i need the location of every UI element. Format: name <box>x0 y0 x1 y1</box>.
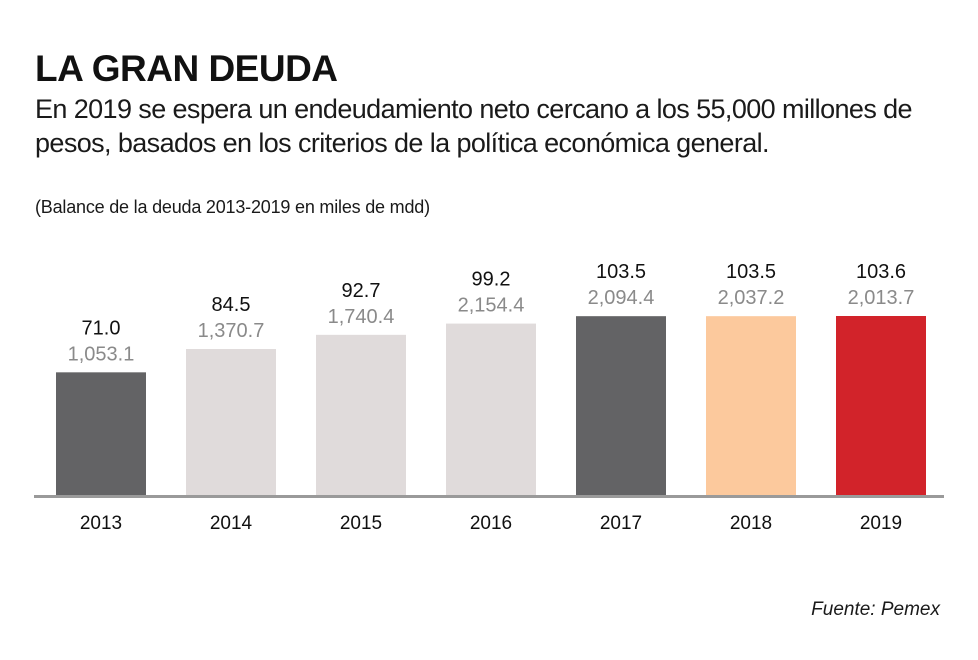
bars-group <box>56 316 926 495</box>
bar-2016 <box>446 323 536 495</box>
secondary-value-label-2017: 2,094.4 <box>588 287 655 309</box>
secondary-value-label-2015: 1,740.4 <box>328 306 395 328</box>
secondary-value-label-2016: 2,154.4 <box>458 295 525 317</box>
bar-2017 <box>576 316 666 495</box>
x-tick-label-2016: 2016 <box>470 513 512 534</box>
labels-group: 71.0 1,053.1 2013 84.5 1,370.7 2014 92.7 1,740.… <box>68 261 915 534</box>
x-tick-label-2018: 2018 <box>730 513 772 534</box>
source-note: Fuente: Pemex <box>811 599 940 620</box>
chart-units-note: (Balance de la deuda 2013-2019 en miles … <box>35 197 430 217</box>
bar-2013 <box>56 372 146 495</box>
value-label-2014: 84.5 <box>212 294 251 316</box>
secondary-value-label-2014: 1,370.7 <box>198 320 265 342</box>
x-tick-label-2013: 2013 <box>80 513 122 534</box>
bar-2019 <box>836 316 926 495</box>
bar-2015 <box>316 334 406 495</box>
secondary-value-label-2018: 2,037.2 <box>718 287 785 309</box>
value-label-2016: 99.2 <box>472 269 511 291</box>
x-tick-label-2015: 2015 <box>340 513 382 534</box>
bar-2018 <box>706 316 796 495</box>
value-label-2017: 103.5 <box>596 261 646 283</box>
bar-2014 <box>186 349 276 495</box>
value-label-2013: 71.0 <box>82 317 121 339</box>
chart-title: LA GRAN DEUDA <box>35 48 338 89</box>
x-tick-label-2019: 2019 <box>860 513 902 534</box>
chart-subtitle: En 2019 se espera un endeudamiento neto … <box>35 94 913 158</box>
secondary-value-label-2013: 1,053.1 <box>68 343 135 365</box>
secondary-value-label-2019: 2,013.7 <box>848 287 915 309</box>
value-label-2015: 92.7 <box>342 280 381 302</box>
x-tick-label-2014: 2014 <box>210 513 253 534</box>
x-tick-label-2017: 2017 <box>600 513 642 534</box>
value-label-2019: 103.6 <box>856 261 906 283</box>
value-label-2018: 103.5 <box>726 261 776 283</box>
